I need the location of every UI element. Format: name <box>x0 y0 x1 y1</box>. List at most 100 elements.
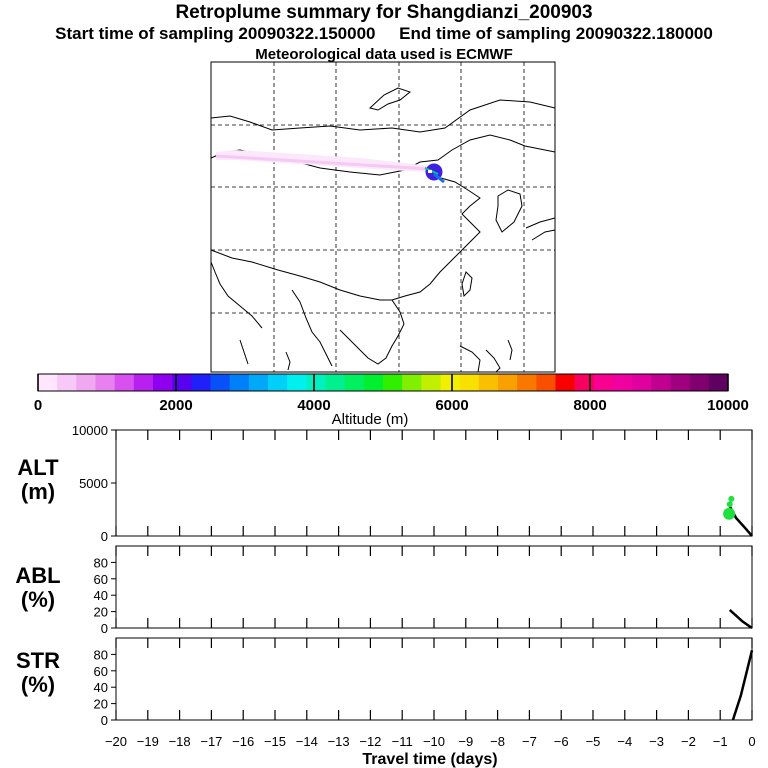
colorbar-cell <box>651 374 671 391</box>
plume-marker <box>728 495 735 502</box>
panel-frame <box>115 545 753 629</box>
colorbar-cell <box>593 374 614 391</box>
colorbar-cell <box>478 374 499 391</box>
colorbar-cell <box>383 374 403 391</box>
map-frame <box>210 61 556 373</box>
panel-alt: 0 5000 10000 ALT(m) <box>17 423 753 544</box>
y-tick-label: 20 <box>94 605 108 620</box>
x-tick-label: −9 <box>458 734 473 749</box>
series-line-stratosphere <box>731 650 754 721</box>
plume-marker <box>726 501 733 508</box>
x-tick-label: −19 <box>137 734 159 749</box>
colorbar-cell <box>440 374 461 391</box>
x-tick-label: −15 <box>264 734 286 749</box>
colorbar-cell <box>708 374 729 391</box>
map-panel <box>210 61 556 373</box>
colorbar-tick-label: 0 <box>34 397 42 414</box>
colorbar-cell <box>517 374 537 391</box>
chart-title: Retroplume summary for Shangdianzi_20090… <box>175 2 593 23</box>
colorbar-cell <box>306 374 326 391</box>
colorbar-cell <box>114 374 135 391</box>
colorbar-cell <box>76 374 96 391</box>
x-tick-label: −16 <box>232 734 254 749</box>
x-axis-label: Travel time (days) <box>362 751 497 768</box>
x-tick-label: −2 <box>681 734 696 749</box>
x-tick-label: −20 <box>105 734 127 749</box>
colorbar-cell <box>172 374 192 391</box>
colorbar-tick-label: 6000 <box>435 397 468 414</box>
x-tick-label: 0 <box>748 734 755 749</box>
x-tick-label: −1 <box>713 734 728 749</box>
colorbar-cell <box>363 374 384 391</box>
time-series-panels: 0500010000ALT(m)020406080ABL(%)020406080… <box>15 423 755 768</box>
met-data-text: Meteorological data used is ECMWF <box>255 46 513 63</box>
y-tick-label: 40 <box>94 588 108 603</box>
y-tick-label: 10000 <box>72 423 108 438</box>
y-tick-label: 80 <box>94 555 108 570</box>
colorbar-cell <box>229 374 250 391</box>
colorbar-cells <box>38 374 729 391</box>
colorbar-cell <box>632 374 652 391</box>
x-tick-label: −4 <box>617 734 632 749</box>
y-tick-label: 20 <box>94 697 108 712</box>
x-tick-label: −18 <box>169 734 191 749</box>
panel-ylabel: STR <box>16 648 60 673</box>
colorbar-cell <box>613 374 633 391</box>
colorbar-cell <box>210 374 231 391</box>
end-time-text: End time of sampling 20090322.180000 <box>399 24 713 43</box>
colorbar-cell <box>670 374 691 391</box>
colorbar-tick-label: 8000 <box>573 397 606 414</box>
colorbar-cell <box>287 374 307 391</box>
panel-ylabel: (%) <box>21 672 55 697</box>
y-tick-label: 60 <box>94 572 108 587</box>
y-tick-label: 80 <box>94 647 108 662</box>
colorbar-cell <box>268 374 288 391</box>
x-tick-label: −12 <box>359 734 381 749</box>
x-tick-label: −17 <box>200 734 222 749</box>
colorbar-cell <box>248 374 269 391</box>
x-tick-label: −5 <box>586 734 601 749</box>
map-coastlines <box>210 87 556 373</box>
colorbar-label: Altitude (m) <box>332 411 409 428</box>
colorbar-cell <box>536 374 556 391</box>
colorbar-cell <box>95 374 116 391</box>
map-gridlines <box>211 62 555 372</box>
colorbar-cell <box>153 374 173 391</box>
x-tick-label: −8 <box>490 734 505 749</box>
y-tick-label: 0 <box>101 529 108 544</box>
colorbar-tick-label: 10000 <box>707 397 749 414</box>
x-tick-label: −7 <box>522 734 537 749</box>
colorbar-cell <box>38 374 58 391</box>
panel-ylabel: ABL <box>15 563 60 588</box>
plume-marker <box>723 507 736 520</box>
colorbar-cell <box>498 374 518 391</box>
panel-ylabel: ALT <box>17 455 59 480</box>
y-tick-label: 5000 <box>79 476 108 491</box>
colorbar-tick-label: 2000 <box>159 397 192 414</box>
colorbar-cell <box>57 374 77 391</box>
colorbar-cell <box>344 374 365 391</box>
x-tick-label: −10 <box>423 734 445 749</box>
colorbar: 0 2000 4000 6000 8000 10000 Altitude (m) <box>34 373 749 428</box>
colorbar-cell <box>325 374 346 391</box>
x-tick-label: −11 <box>392 734 413 749</box>
y-tick-label: 0 <box>101 621 108 636</box>
colorbar-cell <box>402 374 422 391</box>
colorbar-ticks: 0 2000 4000 6000 8000 10000 <box>34 374 749 414</box>
sampling-times: Start time of sampling 20090322.150000 E… <box>0 24 768 44</box>
start-time-text: Start time of sampling 20090322.150000 <box>55 24 376 43</box>
panel-frame <box>115 637 753 721</box>
colorbar-cell <box>191 374 211 391</box>
colorbar-cell <box>555 374 576 391</box>
y-tick-label: 40 <box>94 680 108 695</box>
colorbar-cell <box>459 374 480 391</box>
colorbar-tick-label: 4000 <box>297 397 330 414</box>
series-line-abl <box>728 609 753 630</box>
y-tick-label: 0 <box>101 713 108 728</box>
colorbar-cell <box>689 374 710 391</box>
y-tick-label: 60 <box>94 664 108 679</box>
colorbar-cell <box>133 374 154 391</box>
panel-frame <box>115 429 753 537</box>
